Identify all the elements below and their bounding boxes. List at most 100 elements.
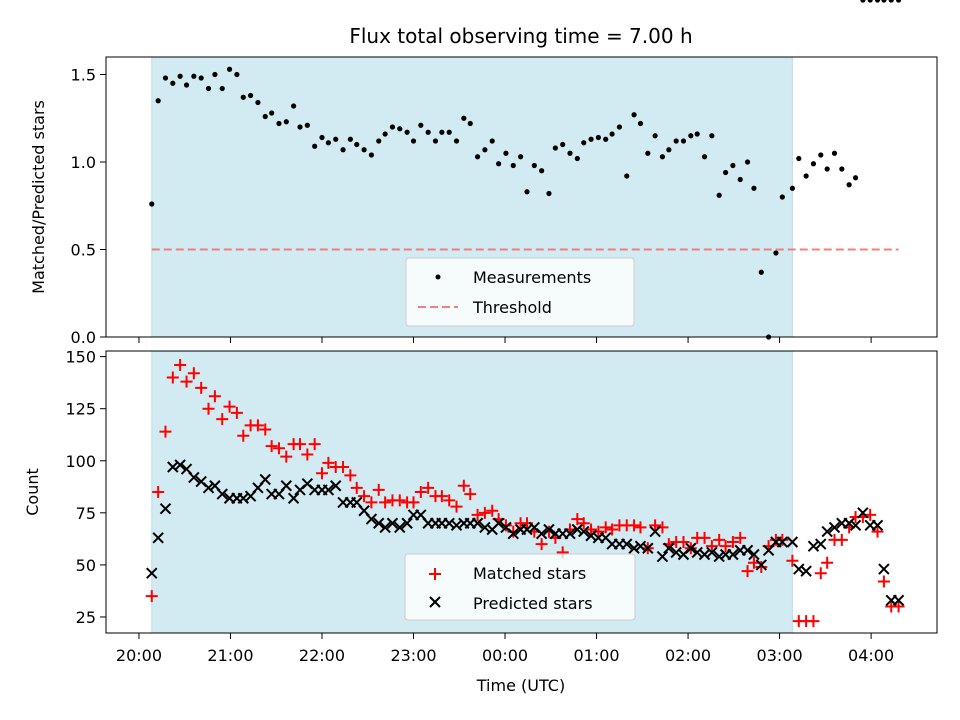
matched-stars-point <box>450 500 463 513</box>
predicted-stars-point <box>628 542 640 554</box>
measurements-point <box>212 71 218 78</box>
predicted-stars-point <box>807 540 820 552</box>
matched-stars-point <box>892 600 905 613</box>
predicted-stars-point <box>713 550 725 563</box>
measurements-point <box>796 155 802 162</box>
measurements-point <box>453 138 460 144</box>
matched-stars-point <box>599 521 612 534</box>
measurements-point <box>824 166 830 172</box>
x-tick-label: 00:00 <box>482 646 528 665</box>
measurements-point <box>389 124 396 130</box>
matched-stars-point <box>187 367 200 380</box>
measurements-point <box>624 173 630 179</box>
measurements-point <box>688 133 694 139</box>
measurements-point <box>368 152 375 158</box>
measurements-point <box>432 138 439 144</box>
predicted-stars-point <box>492 517 505 529</box>
predicted-stars-point <box>167 461 179 473</box>
measurements-point <box>666 147 672 153</box>
measurements-point <box>474 154 481 160</box>
legend-measurements-label: Measurements <box>473 268 591 287</box>
predicted-stars-point <box>698 548 711 561</box>
measurements-point <box>588 136 594 142</box>
measurements-point <box>269 110 275 116</box>
predicted-stars-point <box>741 544 754 557</box>
predicted-stars-point <box>564 527 576 540</box>
measurements-point <box>382 131 388 137</box>
predicted-stars-point <box>727 548 739 561</box>
matched-stars-point <box>322 456 335 469</box>
matched-stars-point <box>159 425 172 438</box>
predicted-stars-point <box>634 540 647 552</box>
measurements-point <box>888 0 894 3</box>
ratio-panel: 0.0 0.5 1.0 1.5 Matched/Predicted stars Mea… <box>29 0 938 347</box>
matched-stars-point <box>372 483 385 496</box>
predicted-stars-point <box>202 482 215 494</box>
measurements-point <box>170 80 176 86</box>
matched-stars-point <box>443 494 456 507</box>
predicted-stars-point <box>535 527 548 540</box>
matched-stars-point <box>216 413 229 426</box>
predicted-stars-point <box>379 521 391 534</box>
legend-threshold-label: Threshold <box>472 298 552 317</box>
predicted-stars-point <box>642 542 654 554</box>
measurements-point <box>567 150 573 156</box>
measurements-point <box>325 140 331 146</box>
measurements-point <box>183 82 190 88</box>
ratio-legend: Measurements Threshold <box>405 257 635 327</box>
legend-predicted-marker <box>429 596 441 608</box>
predicted-stars-point <box>649 525 661 538</box>
predicted-stars-point <box>471 517 484 529</box>
matched-stars-point <box>294 438 307 451</box>
predicted-stars-point <box>386 517 399 529</box>
x-tick-label: 02:00 <box>665 646 711 665</box>
predicted-stars-point <box>259 473 271 486</box>
matched-stars-point <box>422 481 435 494</box>
matched-stars-point <box>535 538 548 551</box>
matched-stars-point <box>195 381 208 394</box>
predicted-stars-point <box>373 517 385 529</box>
measurements-point <box>722 169 729 176</box>
predicted-stars-point <box>287 492 300 504</box>
measurements-point <box>846 182 852 188</box>
matched-stars-point <box>628 519 641 532</box>
predicted-stars-point <box>685 542 697 554</box>
measurements-point <box>198 75 204 81</box>
predicted-stars-point <box>571 523 584 536</box>
measurements-point <box>191 73 197 79</box>
measurements-point <box>709 133 715 139</box>
measurements-point <box>716 192 722 198</box>
predicted-stars-point <box>450 519 463 532</box>
matched-stars-point <box>577 517 590 530</box>
predicted-stars-point <box>280 480 293 492</box>
measurements-point <box>240 94 246 100</box>
measurements-point <box>779 194 785 200</box>
measurements-point <box>730 162 736 169</box>
measurements-point <box>694 131 700 137</box>
predicted-stars-point <box>330 480 342 492</box>
measurements-point <box>881 0 887 3</box>
matched-stars-point <box>301 448 314 461</box>
measurements-point <box>482 147 488 153</box>
measurements-point <box>461 115 467 121</box>
predicted-stars-point <box>755 559 767 571</box>
predicted-stars-point <box>878 563 890 575</box>
matched-stars-point <box>237 429 250 442</box>
predicted-stars-point <box>443 517 455 529</box>
measurements-point <box>446 129 452 135</box>
count-panel-frame <box>105 350 938 634</box>
matched-stars-point <box>786 554 799 567</box>
matched-stars-point <box>435 490 448 503</box>
x-tick-label: 03:00 <box>757 646 803 665</box>
predicted-stars-point <box>237 492 249 504</box>
measurements-point <box>467 120 473 127</box>
measurements-point <box>524 189 530 195</box>
matched-stars-point <box>315 467 328 480</box>
predicted-stars-point <box>821 525 833 538</box>
predicted-stars-point <box>857 507 869 519</box>
measurements-point <box>319 134 325 141</box>
measurements-point <box>895 0 902 3</box>
y-tick-label: 0.0 <box>71 328 96 347</box>
x-tick-label: 23:00 <box>390 646 436 665</box>
measurements-point <box>404 129 410 135</box>
